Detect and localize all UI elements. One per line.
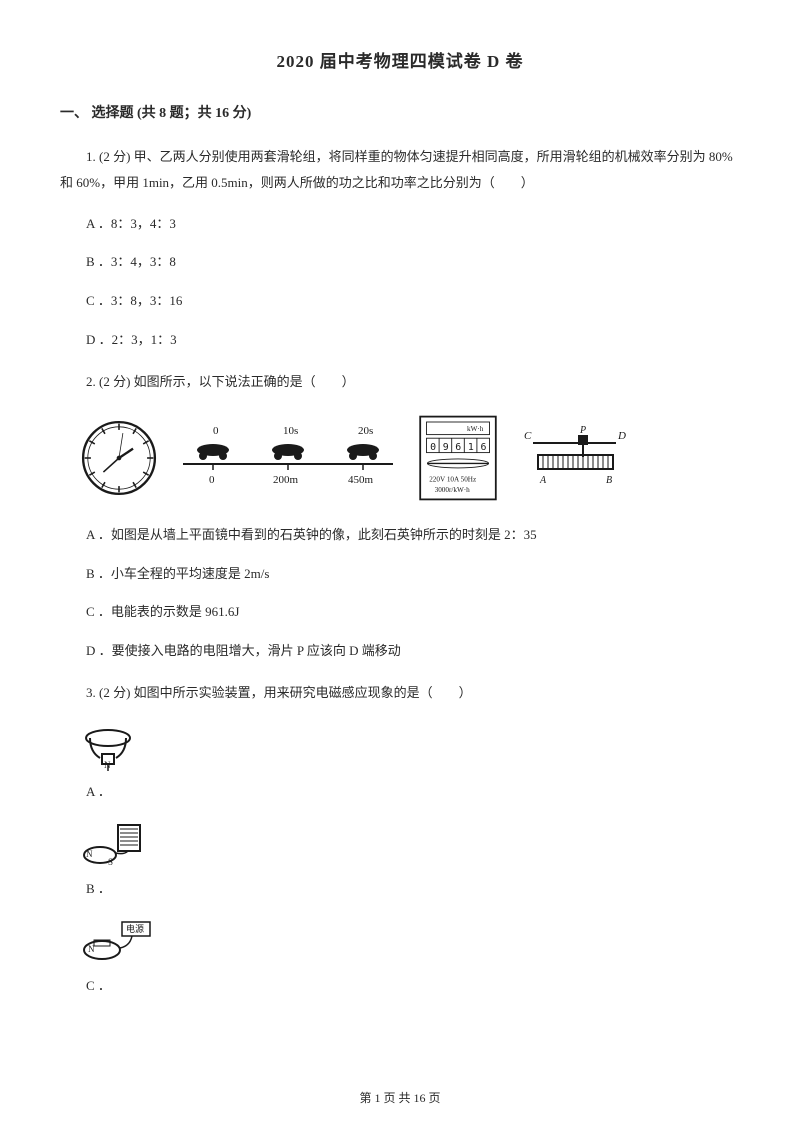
electric-meter-icon: kW·h 0 9 6 1 6 220V 10A 50Hz 3000r/kW·h bbox=[413, 413, 503, 503]
t0-label: 0 bbox=[213, 425, 219, 437]
q1-stem: 1. (2 分) 甲、乙两人分别使用两套滑轮组，将同样重的物体匀速提升相同高度，… bbox=[60, 144, 740, 196]
q2-stem: 2. (2 分) 如图所示，以下说法正确的是（ ） bbox=[60, 369, 740, 395]
q3-stem: 3. (2 分) 如图中所示实验装置，用来研究电磁感应现象的是（ ） bbox=[60, 680, 740, 706]
d0-label: 0 bbox=[209, 474, 215, 486]
clock-icon bbox=[80, 419, 158, 497]
section-header: 一、 选择题 (共 8 题；共 16 分) bbox=[60, 103, 740, 125]
svg-text:6: 6 bbox=[481, 442, 487, 453]
page-footer: 第 1 页 共 16 页 bbox=[0, 1089, 800, 1108]
svg-text:9: 9 bbox=[443, 442, 449, 453]
svg-text:3000r/kW·h: 3000r/kW·h bbox=[435, 486, 471, 494]
q1-opt-a: A ．8：3，4：3 bbox=[60, 214, 740, 235]
svg-text:0: 0 bbox=[430, 442, 436, 453]
q1-opt-b: B ．3：4，3：8 bbox=[60, 252, 740, 273]
car-motion-diagram: 0 10s 20s 0 200m 450m bbox=[173, 420, 398, 495]
svg-text:220V 10A 50Hz: 220V 10A 50Hz bbox=[429, 475, 476, 483]
q3-fig-a: N bbox=[80, 724, 740, 772]
t1-label: 10s bbox=[283, 425, 298, 437]
svg-text:P: P bbox=[579, 425, 586, 436]
svg-text:kW·h: kW·h bbox=[467, 425, 484, 433]
q2-opt-b: B ．小车全程的平均速度是 2m/s bbox=[60, 564, 740, 585]
svg-text:S: S bbox=[108, 857, 113, 867]
q1-opt-c: C ．3：8，3：16 bbox=[60, 291, 740, 312]
svg-text:6: 6 bbox=[455, 442, 461, 453]
q2-figures: 0 10s 20s 0 200m 450m kW·h 0 bbox=[80, 413, 740, 503]
t2-label: 20s bbox=[358, 425, 373, 437]
svg-text:B: B bbox=[606, 475, 612, 486]
svg-text:D: D bbox=[617, 430, 626, 442]
q2-opt-c: C ．电能表的示数是 961.6J bbox=[60, 602, 740, 623]
svg-text:1: 1 bbox=[468, 442, 474, 453]
q3-fig-c: 电源 N bbox=[80, 918, 740, 966]
q3-opt-b: B ． bbox=[60, 879, 740, 900]
d2-label: 450m bbox=[348, 474, 374, 486]
q3-opt-a: A ． bbox=[60, 782, 740, 803]
svg-text:电源: 电源 bbox=[126, 923, 144, 934]
q2-opt-d: D ．要使接入电路的电阻增大，滑片 P 应该向 D 端移动 bbox=[60, 641, 740, 662]
exam-title: 2020 届中考物理四模试卷 D 卷 bbox=[60, 48, 740, 75]
svg-text:A: A bbox=[539, 475, 547, 486]
q3-opt-c: C ． bbox=[60, 976, 740, 997]
rheostat-diagram: C D P A B bbox=[518, 425, 633, 490]
q1-opt-d: D ．2：3，1：3 bbox=[60, 330, 740, 351]
q2-opt-a: A ．如图是从墙上平面镜中看到的石英钟的像，此刻石英钟所示的时刻是 2：35 bbox=[60, 525, 740, 546]
d1-label: 200m bbox=[273, 474, 299, 486]
svg-text:N: N bbox=[86, 849, 93, 859]
svg-text:C: C bbox=[524, 430, 532, 442]
q3-fig-b: N S bbox=[80, 821, 740, 869]
